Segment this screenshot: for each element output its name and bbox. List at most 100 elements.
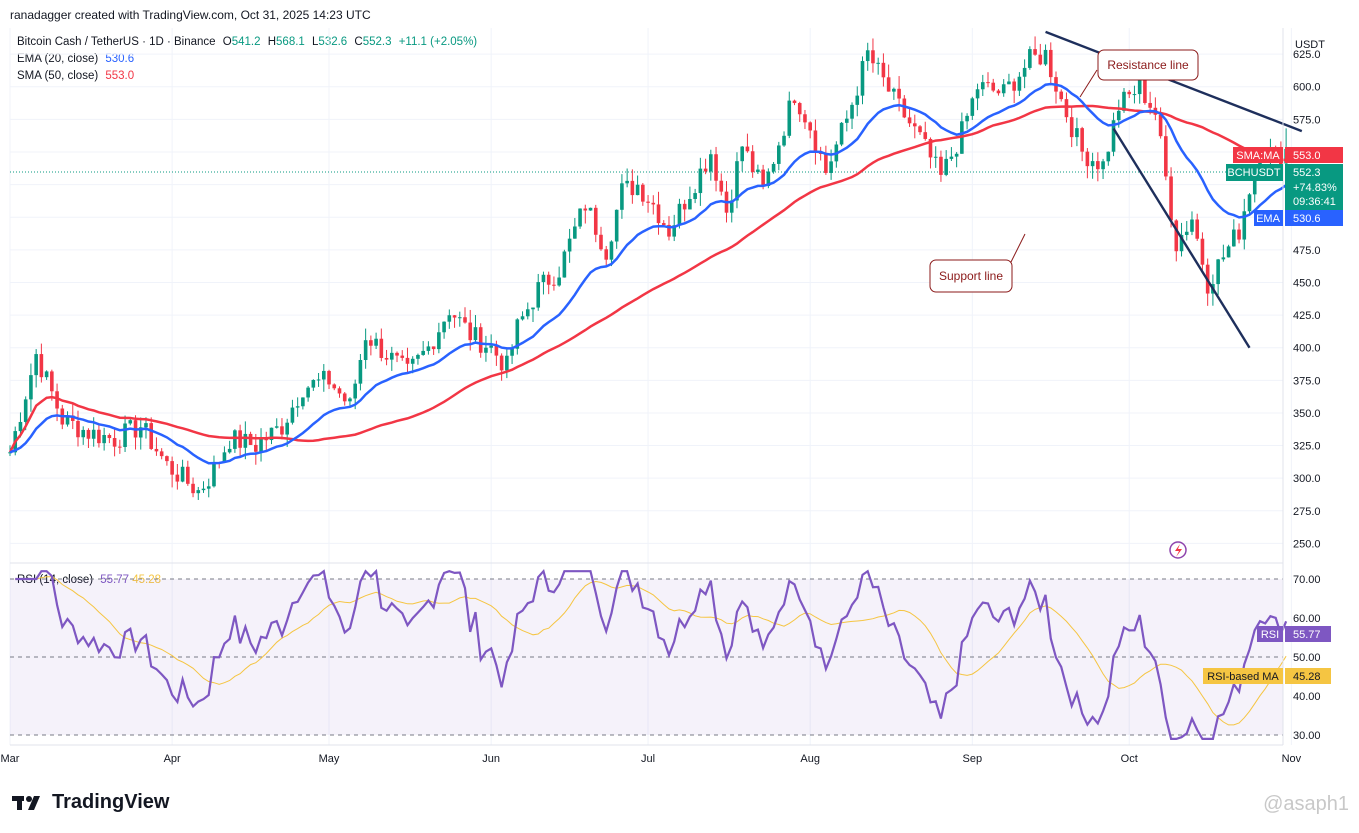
sma-line [8, 104, 1287, 453]
candle-body [332, 384, 337, 389]
candle-body [102, 435, 106, 444]
candle-body [353, 383, 357, 399]
candle-body [986, 82, 990, 84]
support-trendline[interactable] [1112, 127, 1251, 349]
candle-body [661, 223, 666, 225]
ema-line [9, 82, 1287, 465]
candle-body [907, 117, 912, 124]
candle-body [489, 345, 493, 348]
price-tick-label: 475.0 [1293, 245, 1321, 257]
candle-body [1226, 246, 1231, 258]
time-axis[interactable]: Mar Apr May Jun Jul Aug Sep Oct Nov [1, 753, 1302, 765]
candle-body [405, 357, 410, 364]
candle-body [604, 249, 609, 260]
resistance-trendline[interactable] [1045, 30, 1303, 133]
candle-body [327, 370, 331, 385]
candle-body [65, 415, 70, 425]
sma-legend-label: SMA (50, close) [17, 70, 99, 82]
time-tick-label: Apr [164, 753, 181, 765]
candle-body [766, 171, 771, 187]
candle-body [81, 429, 86, 438]
rsi-axis[interactable]: 30.00 40.00 50.00 60.00 70.00 [1293, 574, 1321, 742]
candle-body [410, 358, 415, 364]
price-grid [9, 28, 1292, 745]
currency-label: USDT [1295, 39, 1325, 51]
svg-text:SMA:MA: SMA:MA [1236, 150, 1280, 162]
candle-body [1017, 76, 1022, 91]
close-label: C [354, 36, 363, 48]
lightning-icon[interactable] [1169, 541, 1187, 559]
resistance-callout[interactable]: Resistance line [1079, 49, 1199, 98]
candle-body [91, 429, 96, 439]
sma-legend[interactable]: SMA (50, close) 553.0 [17, 70, 134, 82]
rsi-legend[interactable]: RSI (14, close) 55.77 45.28 [17, 574, 161, 586]
svg-text:530.6: 530.6 [1293, 213, 1321, 225]
candle-body [295, 406, 300, 408]
low-value: 532.6 [318, 36, 348, 48]
candle-body [322, 370, 326, 380]
candle-body [865, 50, 870, 62]
candle-body [1085, 151, 1090, 167]
candle-body [735, 161, 739, 201]
ema-legend[interactable]: EMA (20, close) 530.6 [17, 53, 134, 65]
candle-body [1232, 229, 1236, 247]
time-tick-label: Sep [963, 753, 983, 765]
candle-body [525, 309, 530, 317]
candle-body [478, 327, 483, 353]
rsi-tick-label: 40.00 [1293, 691, 1321, 703]
candles [8, 36, 1288, 500]
candle-body [761, 169, 765, 187]
candle-body [290, 407, 295, 423]
price-tick-label: 600.0 [1293, 82, 1321, 94]
candle-body [1080, 128, 1084, 152]
candle-body [358, 359, 363, 384]
candle-body [1247, 194, 1252, 212]
candle-body [740, 146, 744, 162]
candle-body [567, 238, 572, 252]
price-axis[interactable]: 250.0 275.0 300.0 325.0 350.0 375.0 400.0 425.0… [1293, 49, 1321, 550]
svg-text:09:36:41: 09:36:41 [1293, 196, 1336, 208]
candle-body [34, 354, 38, 376]
candle-body [667, 224, 671, 237]
tradingview-logo[interactable]: TradingView [12, 791, 169, 814]
rsi-ma-line [15, 576, 1287, 726]
candle-body [756, 169, 760, 173]
candle-body [348, 398, 352, 402]
candle-body [165, 456, 169, 462]
price-tick-label: 375.0 [1293, 375, 1321, 387]
candle-body [484, 347, 488, 353]
candle-body [196, 490, 201, 494]
candle-body [191, 483, 195, 494]
rsi-ma-legend-value: 45.28 [132, 574, 162, 586]
candle-body [259, 439, 263, 452]
candle-body [656, 204, 661, 224]
time-tick-label: Jun [482, 753, 500, 765]
candle-body [1069, 117, 1074, 138]
time-tick-label: May [319, 753, 340, 765]
candle-body [1195, 219, 1200, 239]
candle-body [494, 345, 499, 356]
candle-body [541, 274, 546, 283]
candle-body [186, 466, 190, 484]
price-tick-label: 575.0 [1293, 114, 1321, 126]
sma-price-tag: SMA:MA 553.0 [1233, 147, 1343, 163]
candle-body [128, 420, 133, 424]
support-callout[interactable]: Support line [929, 233, 1026, 293]
price-tick-label: 450.0 [1293, 277, 1321, 289]
candle-body [457, 317, 462, 319]
candle-body [206, 486, 211, 489]
candle-body [1179, 234, 1184, 252]
candle-body [1012, 81, 1016, 91]
symbol-name: Bitcoin Cash / TetherUS · 1D · Binance [17, 36, 216, 48]
candle-body [452, 315, 457, 318]
candle-body [138, 427, 143, 438]
candle-body [991, 82, 996, 91]
candle-body [86, 429, 91, 439]
time-tick-label: Oct [1121, 753, 1138, 765]
candle-body [808, 122, 812, 131]
symbol-legend[interactable]: Bitcoin Cash / TetherUS · 1D · Binance O… [17, 36, 477, 48]
candle-body [1190, 219, 1194, 232]
candle-body [468, 322, 473, 341]
candle-body [159, 451, 164, 457]
